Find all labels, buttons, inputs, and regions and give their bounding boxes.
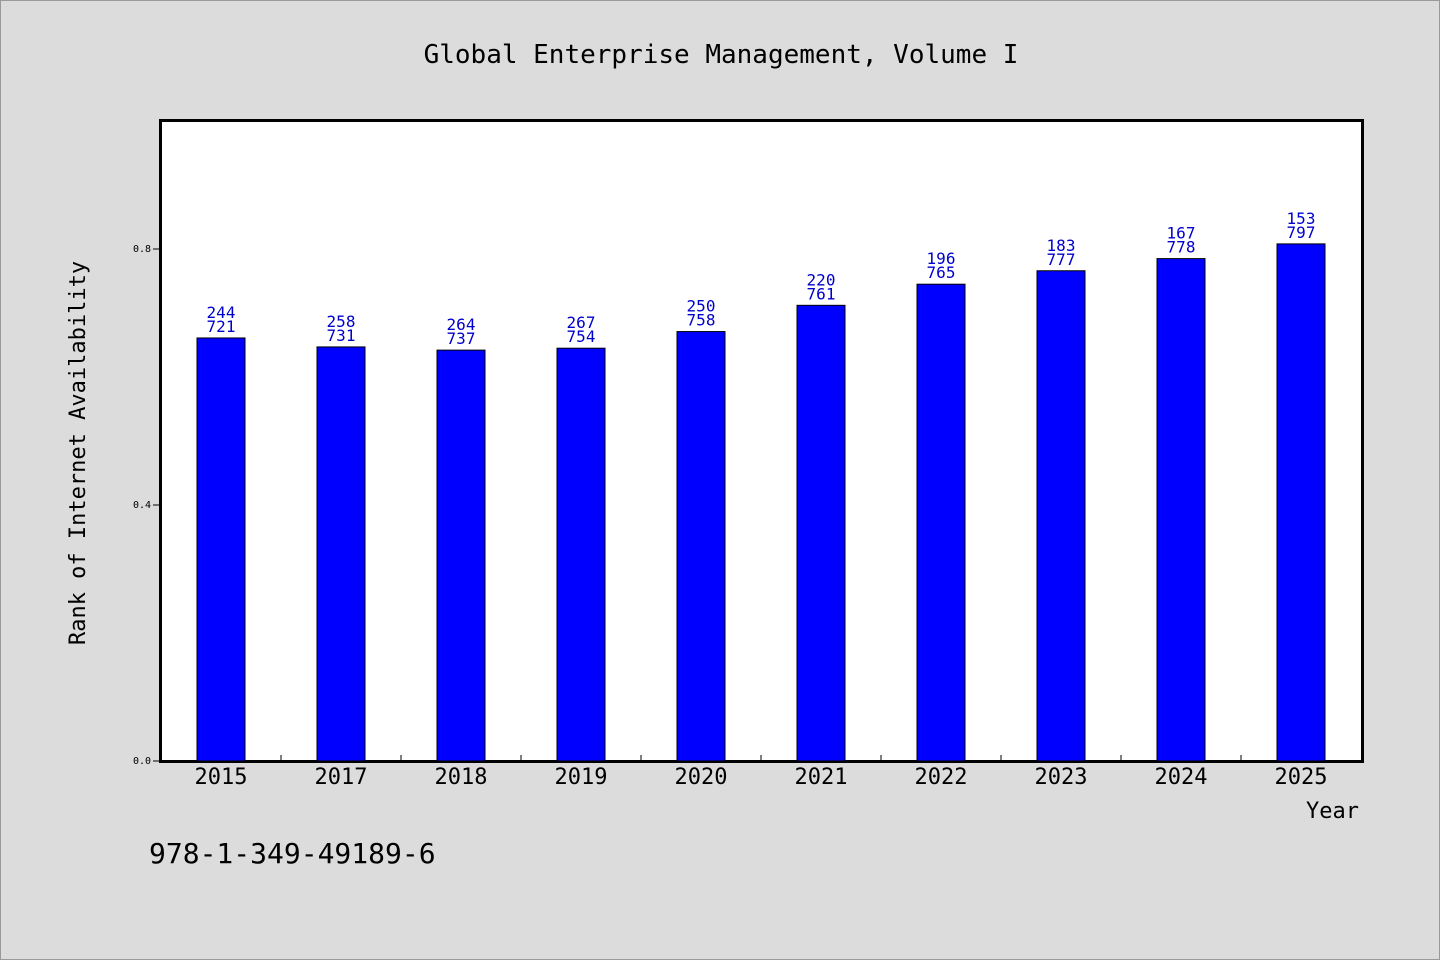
data-label-top-2020: 250	[687, 297, 716, 316]
chart-title: Global Enterprise Management, Volume I	[424, 40, 1019, 70]
data-label-top-2023: 183	[1047, 236, 1076, 255]
x-tick-label-2017: 2017	[315, 765, 368, 790]
y-axis-title: Rank of Internet Availability	[66, 261, 91, 645]
x-tick-label-2024: 2024	[1155, 765, 1208, 790]
data-label-top-2015: 244	[207, 303, 236, 322]
data-label-top-2019: 267	[567, 313, 596, 332]
bar-2020	[676, 331, 726, 762]
data-label-top-2018: 264	[447, 315, 476, 334]
data-label-top-2025: 153	[1287, 209, 1316, 228]
x-tick-label-2022: 2022	[915, 765, 968, 790]
data-label-top-2024: 167	[1167, 224, 1196, 243]
bar-2019	[556, 347, 606, 762]
data-label-bottom-2017: 731	[327, 326, 356, 345]
data-label-bottom-2019: 754	[567, 327, 596, 346]
x-tick-label-2019: 2019	[555, 765, 608, 790]
data-label-bottom-2015: 721	[207, 317, 236, 336]
y-axis: 0.0 0.4 0.8	[133, 244, 161, 767]
bar-2025	[1276, 243, 1326, 762]
x-tick-label-2020: 2020	[675, 765, 728, 790]
data-label-bottom-2020: 758	[687, 311, 716, 330]
x-tick-label-2015: 2015	[195, 765, 248, 790]
data-label-bottom-2025: 797	[1287, 223, 1316, 242]
bar-2018	[436, 349, 486, 762]
y-tick-label: 0.4	[133, 500, 151, 511]
data-label-bottom-2021: 761	[807, 284, 836, 303]
y-tick-label: 0.8	[133, 244, 151, 255]
data-label-bottom-2024: 778	[1167, 238, 1196, 257]
bar-2021	[796, 304, 846, 762]
x-axis: 2015 2017 2018 2019 2020 2021 2022 2023 2024 2025	[195, 755, 1328, 790]
bars-group	[196, 243, 1326, 762]
data-label-top-2017: 258	[327, 312, 356, 331]
data-label-bottom-2018: 737	[447, 329, 476, 348]
data-label-bottom-2023: 777	[1047, 250, 1076, 269]
bar-2015	[196, 337, 246, 762]
bar-2022	[916, 283, 966, 762]
data-label-bottom-2022: 765	[927, 263, 956, 282]
x-axis-title: Year	[1306, 799, 1359, 824]
bar-2024	[1156, 258, 1206, 762]
isbn-label: 978-1-349-49189-6	[149, 837, 436, 870]
bar-2023	[1036, 270, 1086, 762]
data-label-top-2022: 196	[927, 249, 956, 268]
y-tick-label: 0.0	[133, 756, 151, 767]
x-tick-label-2018: 2018	[435, 765, 488, 790]
x-tick-label-2021: 2021	[795, 765, 848, 790]
data-label-top-2021: 220	[807, 270, 836, 289]
bar-2017	[316, 346, 366, 762]
x-tick-label-2025: 2025	[1275, 765, 1328, 790]
x-tick-label-2023: 2023	[1035, 765, 1088, 790]
